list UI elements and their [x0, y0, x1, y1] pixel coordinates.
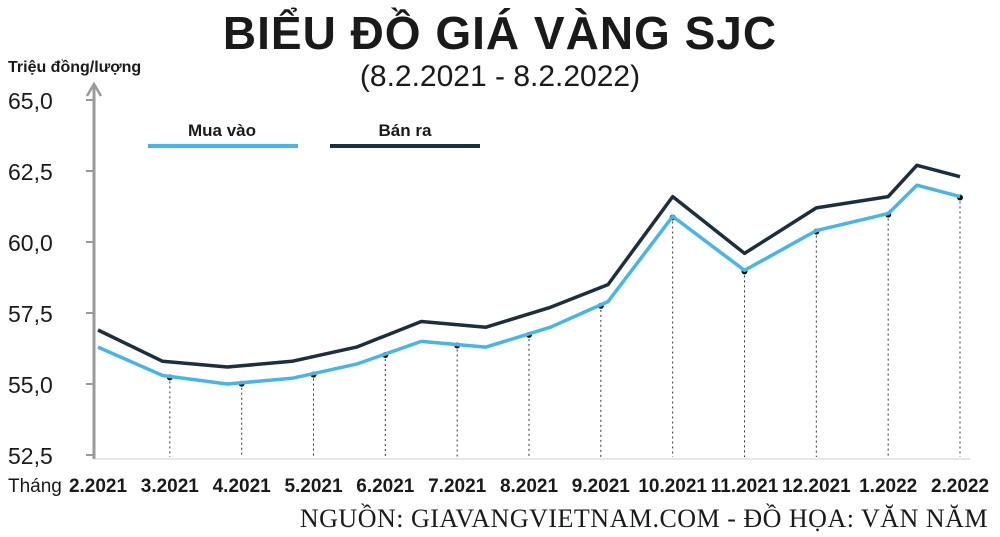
x-axis-label: Tháng — [8, 476, 62, 497]
chart-title: BIỂU ĐỒ GIÁ VÀNG SJC — [222, 7, 778, 59]
series-line-buy — [97, 183, 961, 386]
series-line-sell — [97, 163, 961, 369]
x-tick-label: 8.2021 — [500, 476, 559, 497]
legend-label-buy: Mua vào — [188, 121, 256, 140]
x-tick-label: 5.2021 — [284, 476, 343, 497]
x-tick-label: 3.2021 — [141, 476, 200, 497]
x-tick-label: 12.2021 — [782, 476, 851, 497]
x-tick-label: 6.2021 — [356, 476, 415, 497]
x-tick-label: 4.2021 — [213, 476, 272, 497]
x-tick-label: 2.2021 — [69, 476, 128, 497]
x-tick-label: 9.2021 — [572, 476, 631, 497]
y-tick-label: 57,5 — [8, 301, 53, 327]
x-tick-label: 2.2022 — [931, 476, 989, 497]
y-tick-label: 52,5 — [8, 443, 53, 469]
x-tick-label: 1.2022 — [859, 476, 917, 497]
legend: Mua vào Bán ra — [148, 121, 480, 148]
y-tick-label: 55,0 — [8, 372, 53, 398]
axes: Triệu đồng/lượng 65,0 62,5 60,0 57,5 55,0 52,5… — [8, 59, 989, 497]
x-tick-label: 10.2021 — [638, 476, 707, 497]
source-credit: NGUỒN: GIAVANGVIETNAM.COM - ĐỒ HỌA: VĂN … — [299, 504, 988, 533]
y-tick-label: 62,5 — [8, 159, 53, 185]
legend-label-sell: Bán ra — [379, 121, 432, 140]
series-layer — [97, 163, 961, 386]
y-tick-label: 60,0 — [8, 230, 53, 256]
y-axis-label: Triệu đồng/lượng — [8, 59, 141, 76]
y-axis-arrow — [85, 81, 103, 97]
y-tick-label: 65,0 — [8, 88, 53, 114]
x-tick-label: 11.2021 — [711, 476, 779, 497]
chart-subtitle: (8.2.2021 - 8.2.2022) — [359, 60, 641, 93]
x-tick-label: 7.2021 — [428, 476, 487, 497]
